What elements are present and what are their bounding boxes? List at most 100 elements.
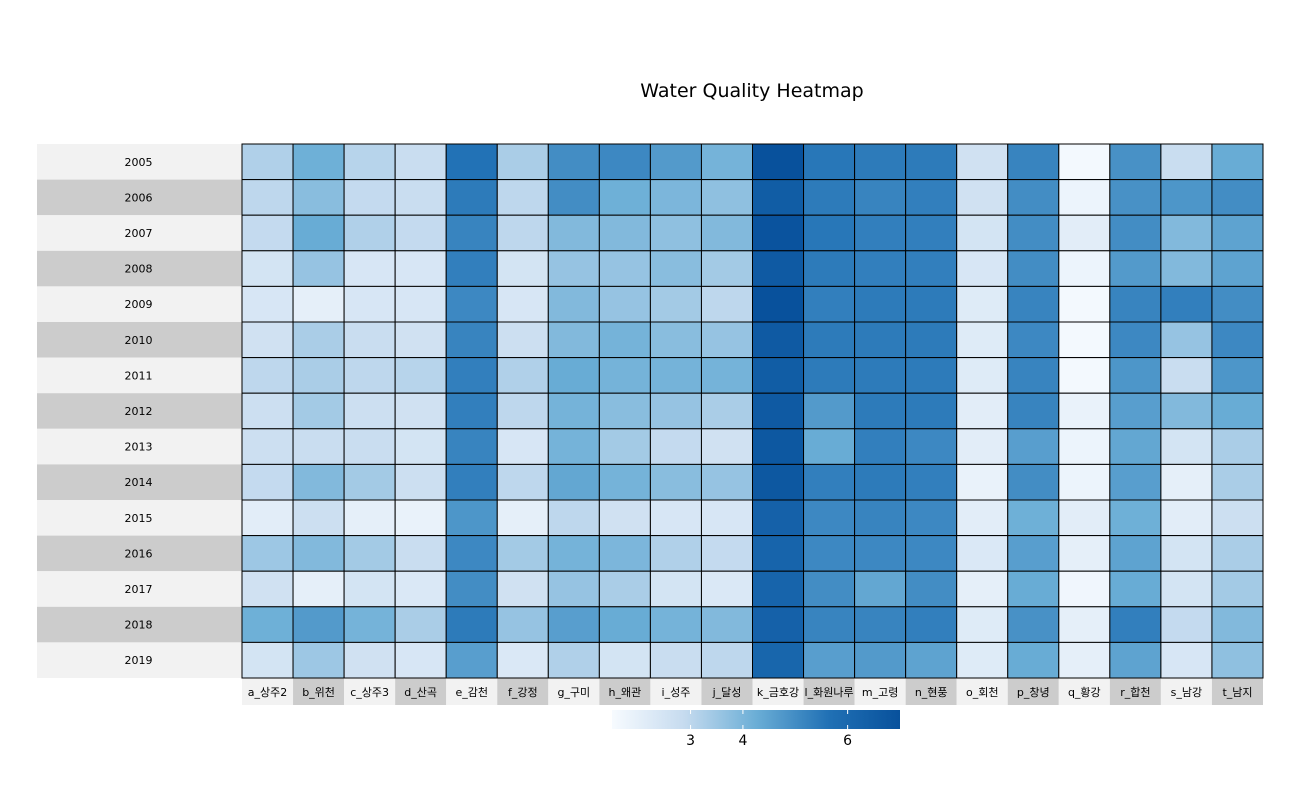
heatmap-cell xyxy=(854,535,907,572)
heatmap-cell xyxy=(343,357,396,394)
heatmap-cell xyxy=(752,357,805,394)
column-label-band xyxy=(1058,678,1110,705)
heatmap-cell xyxy=(752,179,805,216)
column-label-band xyxy=(242,678,294,705)
heatmap-cell xyxy=(547,570,600,608)
heatmap-cell xyxy=(905,179,958,216)
row-label: 2013 xyxy=(125,441,153,454)
heatmap-cell xyxy=(547,428,600,465)
heatmap-cell xyxy=(803,392,856,430)
heatmap-cell xyxy=(1007,499,1060,537)
heatmap-cell xyxy=(956,641,1009,679)
column-label-band xyxy=(446,678,498,705)
column-label: m_고령 xyxy=(862,686,898,699)
heatmap-cell xyxy=(343,214,396,252)
heatmap-cell xyxy=(496,428,549,465)
row-label: 2012 xyxy=(125,405,153,418)
heatmap-cell xyxy=(1007,143,1060,181)
heatmap-cell xyxy=(854,463,907,501)
heatmap-cell xyxy=(752,428,805,465)
heatmap-cell xyxy=(343,392,396,430)
heatmap-cell xyxy=(241,321,294,359)
heatmap-cell xyxy=(496,179,549,216)
heatmap-cell xyxy=(1007,357,1060,394)
heatmap-cell xyxy=(1211,321,1264,359)
column-label: c_상주3 xyxy=(350,686,389,699)
heatmap-cell xyxy=(445,499,498,537)
column-label: j_달성 xyxy=(712,686,742,699)
heatmap-cell xyxy=(241,570,294,608)
heatmap-cell xyxy=(598,250,651,287)
column-label-band xyxy=(1007,678,1059,705)
column-label: b_위천 xyxy=(302,685,335,699)
heatmap-cell xyxy=(649,392,702,430)
heatmap-cell xyxy=(1211,285,1264,323)
heatmap-cell xyxy=(649,499,702,537)
heatmap-cell xyxy=(854,392,907,430)
row-label: 2015 xyxy=(125,512,153,525)
column-label: t_남지 xyxy=(1222,686,1252,699)
column-labels: a_상주2 b_위천 c_상주3 d_산곡 e_감천 f_강정 g_구미 h_왜관 i_성주 j_… xyxy=(248,685,1253,699)
column-label-band xyxy=(905,678,957,705)
heatmap-cell xyxy=(700,606,754,643)
column-label-band xyxy=(1211,678,1263,705)
row-label-band xyxy=(37,250,242,287)
heatmap-cell xyxy=(649,179,702,216)
heatmap-cell xyxy=(905,143,958,181)
heatmap-cell xyxy=(598,641,651,679)
row-label-band xyxy=(37,322,242,358)
column-label: s_남강 xyxy=(1171,686,1202,699)
heatmap-cell xyxy=(956,535,1009,572)
heatmap-cell xyxy=(956,143,1009,181)
row-label: 2019 xyxy=(125,654,153,667)
heatmap-cell xyxy=(1058,357,1111,394)
heatmap-cell xyxy=(956,428,1009,465)
heatmap-cell xyxy=(905,250,958,287)
heatmap-cell xyxy=(1058,463,1111,501)
heatmap-cell xyxy=(649,428,702,465)
heatmap-cell xyxy=(1109,499,1162,537)
heatmap-cell xyxy=(598,357,651,394)
heatmap-cell xyxy=(547,179,600,216)
heatmap-cell xyxy=(292,535,345,572)
heatmap-cell xyxy=(1109,392,1162,430)
heatmap-cell xyxy=(292,463,345,501)
column-label-band xyxy=(854,678,906,705)
row-label: 2009 xyxy=(125,298,153,311)
heatmap-cell xyxy=(1211,143,1264,181)
heatmap-cell xyxy=(343,641,396,679)
heatmap-cell xyxy=(598,535,651,572)
heatmap-cell xyxy=(394,143,447,181)
heatmap-cell xyxy=(598,499,651,537)
heatmap-cell xyxy=(343,321,396,359)
heatmap-cell xyxy=(1160,499,1213,537)
column-label: n_현풍 xyxy=(915,686,948,699)
color-legend: 3 4 6 xyxy=(612,710,900,749)
heatmap-cell xyxy=(803,641,856,679)
heatmap-cell xyxy=(1109,179,1162,216)
heatmap-cell xyxy=(1211,357,1264,394)
heatmap-cell xyxy=(496,463,549,501)
column-label-band xyxy=(548,678,600,705)
column-label: p_창녕 xyxy=(1017,686,1050,699)
column-label: q_황강 xyxy=(1068,686,1101,699)
heatmap-cell xyxy=(803,535,856,572)
row-label: 2016 xyxy=(125,547,153,560)
heatmap-cell xyxy=(445,641,498,679)
heatmap-cell xyxy=(649,463,702,501)
heatmap-cell xyxy=(343,143,396,181)
heatmap-cell xyxy=(241,250,294,287)
heatmap-cell xyxy=(803,570,856,608)
heatmap-cell xyxy=(547,357,600,394)
heatmap-cell xyxy=(956,606,1009,643)
heatmap-cell xyxy=(752,214,805,252)
legend-tick-label: 4 xyxy=(738,733,747,749)
row-label-bands xyxy=(37,144,242,678)
heatmap-cell xyxy=(1109,428,1162,465)
heatmap-cell xyxy=(394,535,447,572)
heatmap-cell xyxy=(547,250,600,287)
heatmap-cell xyxy=(1160,143,1213,181)
heatmap-cell xyxy=(343,179,396,216)
heatmap-cell xyxy=(292,285,345,323)
